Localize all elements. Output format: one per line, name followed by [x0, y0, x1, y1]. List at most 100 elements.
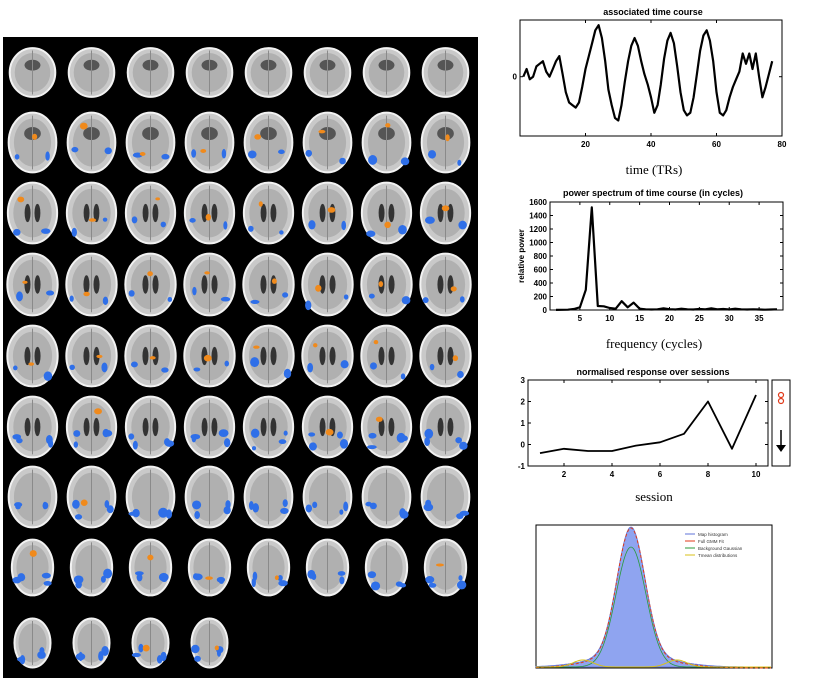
timecourse-title: associated time course	[603, 7, 703, 17]
x-tick-label: 25	[695, 314, 704, 323]
activation-orange	[149, 356, 156, 360]
activation-blue	[103, 430, 113, 437]
activation-blue	[278, 439, 287, 445]
activation-blue	[192, 573, 203, 581]
activation-blue	[46, 290, 55, 296]
ventricle	[319, 275, 326, 294]
y-tick-label: 3	[521, 376, 526, 385]
ventricle	[83, 275, 90, 294]
activation-blue	[368, 155, 378, 165]
y-tick-label: 0	[521, 441, 526, 450]
activation-blue	[459, 441, 468, 450]
brain-slices	[6, 47, 472, 669]
activation-orange	[441, 205, 450, 212]
activation-orange	[94, 408, 102, 415]
power-spectrum-chart: 5 10 15 20 25 30 35 0 200 400 600 800 1000 1200 1400 16…	[517, 198, 784, 323]
activation-blue	[131, 652, 141, 658]
activation-blue	[422, 297, 429, 304]
activation-blue	[305, 149, 313, 157]
activation-blue	[12, 576, 22, 584]
power-title: power spectrum of time course (in cycles…	[562, 188, 744, 198]
activation-blue	[164, 438, 171, 446]
series-line	[522, 24, 774, 122]
legend-label: Background Gaussian	[698, 546, 743, 551]
series-line	[555, 206, 778, 311]
ventricle	[270, 275, 277, 294]
ventricle	[447, 417, 454, 437]
activation-blue	[341, 220, 347, 231]
activation-blue	[216, 576, 226, 583]
activation-blue	[189, 218, 196, 223]
x-tick-label: 8	[706, 470, 711, 479]
timecourse-chart: 20 40 60 80 0	[513, 19, 787, 149]
activation-blue	[400, 373, 406, 380]
activation-blue	[223, 221, 228, 230]
ventricle	[378, 203, 385, 223]
activation-blue	[456, 580, 467, 590]
activation-blue	[399, 510, 409, 519]
ventricle	[142, 275, 149, 294]
activation-blue	[248, 225, 254, 232]
activation-blue	[278, 149, 285, 155]
activation-blue	[280, 507, 289, 514]
ventricle	[152, 275, 159, 294]
activation-blue	[305, 300, 312, 311]
activation-blue	[307, 362, 314, 373]
activation-blue	[104, 147, 112, 155]
activation-blue	[308, 220, 316, 230]
ventricle	[378, 346, 385, 366]
x-tick-label: 15	[635, 314, 644, 323]
activation-blue	[343, 501, 349, 512]
activation-orange	[445, 134, 450, 142]
activation-blue	[43, 371, 53, 381]
activation-orange	[139, 152, 146, 156]
activation-blue	[343, 294, 349, 300]
activation-blue	[250, 299, 260, 305]
activation-orange	[80, 499, 88, 506]
activation-blue	[283, 368, 292, 379]
activation-blue	[429, 363, 435, 371]
y-tick-label: 1400	[529, 212, 547, 221]
activation-blue	[425, 499, 432, 508]
ventricle	[388, 346, 395, 366]
activation-blue	[161, 153, 170, 160]
power-xlabel: frequency (cycles)	[605, 336, 703, 351]
sessions-xlabel: session	[635, 489, 673, 504]
ventricle	[329, 346, 336, 366]
ventricle	[142, 203, 149, 223]
activation-blue	[138, 643, 144, 653]
activation-orange	[313, 343, 318, 348]
activation-blue	[16, 291, 23, 302]
x-tick-label: 30	[725, 314, 734, 323]
activation-orange	[204, 271, 210, 275]
activation-blue	[224, 360, 230, 367]
ventricle	[260, 346, 267, 366]
activation-orange	[373, 339, 379, 345]
brain-slice-montage	[3, 37, 478, 678]
x-tick-label: 80	[778, 140, 787, 149]
activation-orange	[155, 197, 160, 201]
y-tick-label: 0	[543, 306, 548, 315]
x-tick-label: 35	[755, 314, 764, 323]
x-tick-label: 20	[665, 314, 674, 323]
ventricle	[142, 417, 149, 437]
activation-blue	[43, 580, 52, 586]
activation-blue	[167, 296, 173, 302]
activation-orange	[205, 576, 213, 580]
activation-blue	[368, 293, 375, 299]
activation-blue	[73, 430, 81, 437]
activation-blue	[14, 154, 20, 160]
activation-blue	[128, 511, 139, 516]
y-tick-label: 1000	[529, 239, 547, 248]
ventricle	[437, 346, 444, 366]
histogram-chart: Map histogram Full GMM Fit Background Gaus…	[535, 524, 773, 669]
activation-orange	[254, 134, 262, 140]
activation-orange	[325, 428, 334, 436]
x-tick-label: 4	[610, 470, 615, 479]
ventricle	[152, 203, 159, 223]
ventricle	[34, 346, 41, 366]
activation-blue	[398, 225, 407, 235]
activation-blue	[368, 432, 377, 439]
activation-blue	[223, 506, 231, 515]
activation-blue	[69, 364, 75, 371]
